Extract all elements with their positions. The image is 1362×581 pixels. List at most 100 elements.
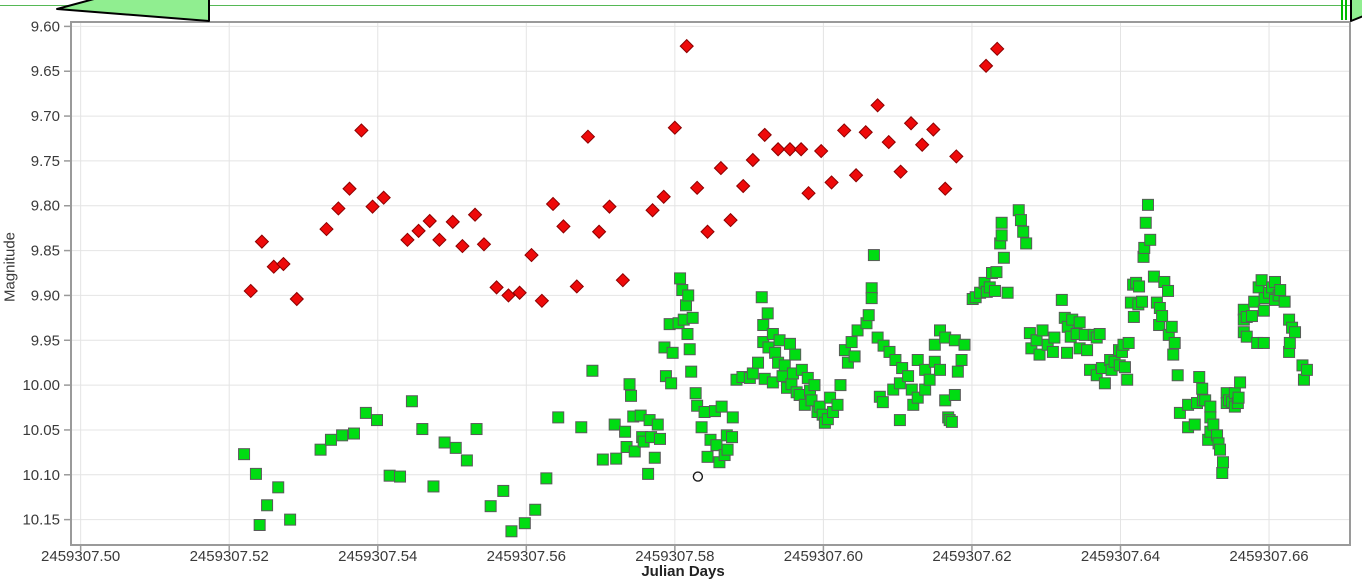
data-point-green-band[interactable] bbox=[893, 377, 906, 390]
data-point-green-band[interactable] bbox=[766, 327, 779, 340]
data-point-green-band[interactable] bbox=[919, 383, 932, 396]
data-point-green-band[interactable] bbox=[824, 391, 837, 404]
data-point-red-band[interactable] bbox=[489, 280, 504, 295]
data-point-green-band[interactable] bbox=[851, 324, 864, 337]
data-point-green-band[interactable] bbox=[1168, 336, 1181, 349]
data-point-green-band[interactable] bbox=[552, 411, 565, 424]
data-point-green-band[interactable] bbox=[651, 418, 664, 431]
data-point-green-band[interactable] bbox=[862, 309, 875, 322]
data-point-red-band[interactable] bbox=[276, 256, 291, 272]
data-point-green-band[interactable] bbox=[1193, 371, 1206, 384]
data-point-red-band[interactable] bbox=[556, 219, 571, 234]
data-point-green-band[interactable] bbox=[691, 399, 704, 412]
data-point-red-band[interactable] bbox=[376, 190, 391, 205]
data-point-green-band[interactable] bbox=[1048, 331, 1061, 344]
data-point-green-band[interactable] bbox=[610, 452, 623, 465]
data-point-green-band[interactable] bbox=[1257, 336, 1270, 349]
data-point-green-band[interactable] bbox=[347, 427, 360, 440]
data-point-green-band[interactable] bbox=[1139, 216, 1152, 229]
data-point-green-band[interactable] bbox=[1133, 280, 1146, 293]
data-point-green-band[interactable] bbox=[586, 364, 599, 377]
data-point-red-band[interactable] bbox=[524, 247, 539, 263]
data-point-red-band[interactable] bbox=[689, 180, 705, 196]
data-point-green-band[interactable] bbox=[1245, 310, 1258, 323]
data-point-green-band[interactable] bbox=[773, 334, 786, 347]
data-point-green-band[interactable] bbox=[951, 365, 964, 378]
data-point-green-band[interactable] bbox=[1055, 293, 1068, 306]
data-point-green-band[interactable] bbox=[1127, 310, 1140, 323]
data-point-green-band[interactable] bbox=[793, 388, 806, 401]
data-point-red-band[interactable] bbox=[914, 137, 930, 152]
data-point-green-band[interactable] bbox=[1257, 304, 1270, 317]
data-point-green-band[interactable] bbox=[710, 439, 723, 452]
data-point-green-band[interactable] bbox=[841, 356, 854, 369]
data-point-red-band[interactable] bbox=[679, 38, 694, 54]
data-point-green-band[interactable] bbox=[1156, 310, 1169, 323]
data-point-green-band[interactable] bbox=[845, 336, 858, 349]
data-point-red-band[interactable] bbox=[411, 223, 426, 239]
data-point-green-band[interactable] bbox=[934, 363, 947, 376]
data-point-red-band[interactable] bbox=[289, 291, 305, 307]
data-point-red-band[interactable] bbox=[782, 142, 798, 157]
data-point-green-band[interactable] bbox=[689, 387, 702, 400]
data-point-red-band[interactable] bbox=[937, 181, 953, 196]
data-point-red-band[interactable] bbox=[989, 41, 1005, 57]
data-point-red-band[interactable] bbox=[615, 272, 631, 288]
data-point-red-band[interactable] bbox=[602, 199, 617, 214]
data-point-green-band[interactable] bbox=[865, 292, 878, 305]
data-point-green-band[interactable] bbox=[540, 472, 553, 485]
data-point-green-band[interactable] bbox=[575, 421, 588, 434]
data-point-green-band[interactable] bbox=[766, 376, 779, 389]
data-point-red-band[interactable] bbox=[858, 125, 873, 140]
data-point-green-band[interactable] bbox=[1171, 369, 1184, 382]
data-point-red-band[interactable] bbox=[793, 142, 809, 157]
data-point-red-band[interactable] bbox=[319, 221, 334, 237]
data-point-green-band[interactable] bbox=[1162, 284, 1175, 297]
data-point-green-band[interactable] bbox=[682, 289, 695, 302]
data-point-green-band[interactable] bbox=[887, 383, 900, 396]
slider-left-arrow-icon[interactable] bbox=[56, 0, 210, 22]
data-point-green-band[interactable] bbox=[686, 311, 699, 324]
data-point-green-band[interactable] bbox=[1081, 344, 1094, 357]
data-point-green-band[interactable] bbox=[805, 394, 818, 407]
data-point-green-band[interactable] bbox=[679, 299, 692, 312]
data-point-green-band[interactable] bbox=[695, 421, 708, 434]
data-point-green-band[interactable] bbox=[619, 425, 632, 438]
data-point-red-band[interactable] bbox=[813, 143, 829, 159]
data-point-green-band[interactable] bbox=[755, 291, 768, 304]
data-point-green-band[interactable] bbox=[1173, 406, 1186, 419]
data-point-red-band[interactable] bbox=[455, 238, 470, 254]
data-point-green-band[interactable] bbox=[623, 378, 636, 391]
data-point-green-band[interactable] bbox=[1234, 376, 1247, 389]
data-point-green-band[interactable] bbox=[383, 469, 396, 482]
data-point-green-band[interactable] bbox=[371, 414, 384, 427]
data-point-green-band[interactable] bbox=[460, 454, 473, 467]
data-point-green-band[interactable] bbox=[394, 470, 407, 483]
data-point-red-band[interactable] bbox=[745, 152, 761, 168]
data-point-green-band[interactable] bbox=[995, 229, 1008, 242]
data-point-green-band[interactable] bbox=[628, 445, 641, 458]
data-point-green-band[interactable] bbox=[1255, 274, 1268, 287]
data-point-red-band[interactable] bbox=[735, 178, 751, 194]
data-point-green-band[interactable] bbox=[1297, 373, 1310, 386]
data-point-green-band[interactable] bbox=[865, 282, 878, 295]
data-point-red-band[interactable] bbox=[580, 129, 596, 144]
data-point-green-band[interactable] bbox=[666, 346, 679, 359]
data-point-green-band[interactable] bbox=[808, 379, 821, 392]
data-point-green-band[interactable] bbox=[911, 353, 924, 366]
data-point-green-band[interactable] bbox=[405, 395, 418, 408]
data-point-green-band[interactable] bbox=[876, 396, 889, 409]
data-point-green-band[interactable] bbox=[997, 251, 1010, 264]
data-point-green-band[interactable] bbox=[889, 353, 902, 366]
data-point-green-band[interactable] bbox=[1214, 443, 1227, 456]
data-point-red-band[interactable] bbox=[569, 279, 585, 294]
data-point-green-band[interactable] bbox=[249, 467, 262, 480]
data-point-red-band[interactable] bbox=[848, 168, 864, 183]
data-point-green-band[interactable] bbox=[715, 400, 728, 413]
data-point-green-band[interactable] bbox=[359, 406, 372, 419]
data-point-red-band[interactable] bbox=[836, 123, 852, 138]
data-point-green-band[interactable] bbox=[831, 398, 844, 411]
data-point-green-band[interactable] bbox=[1017, 225, 1030, 238]
data-point-red-band[interactable] bbox=[801, 185, 816, 201]
data-point-green-band[interactable] bbox=[838, 344, 851, 357]
